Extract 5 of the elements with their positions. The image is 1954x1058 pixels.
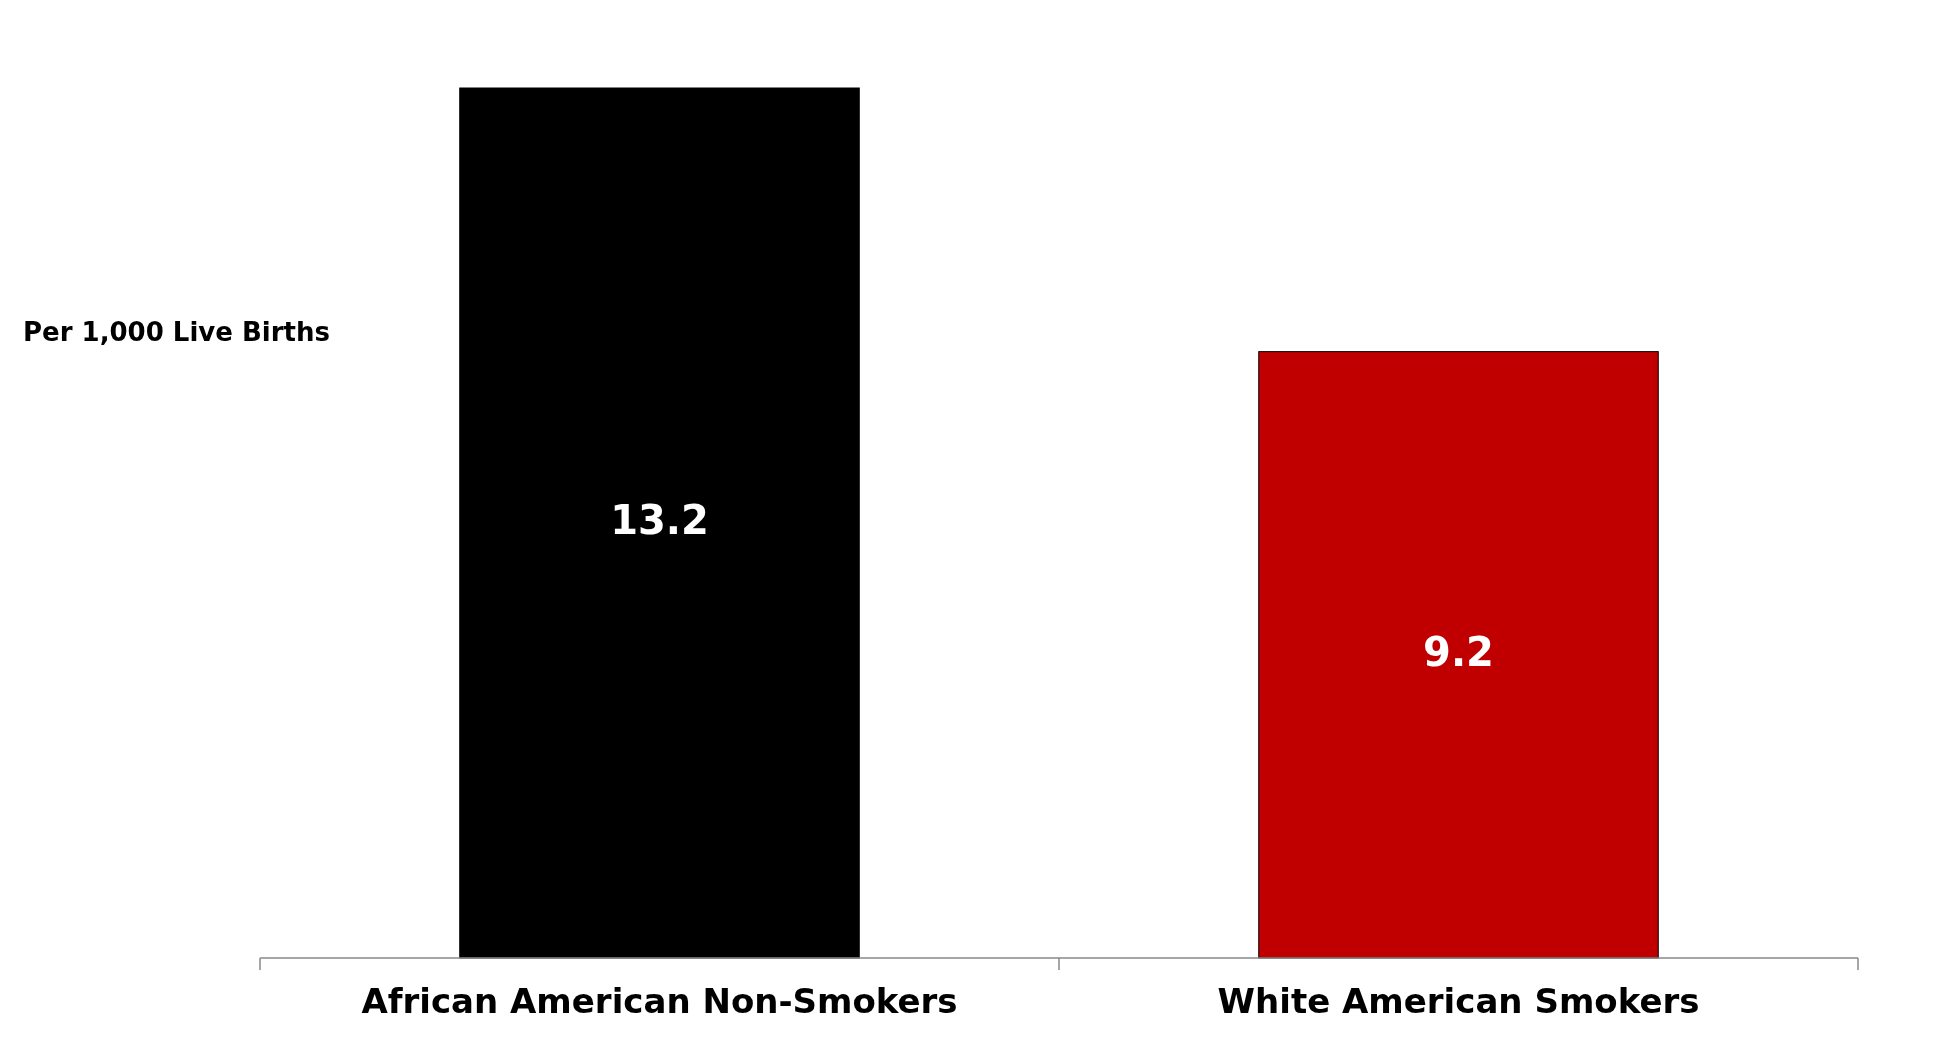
- x-tick-label: African American Non-Smokers: [361, 981, 958, 1021]
- x-tick-label: White American Smokers: [1217, 981, 1700, 1021]
- y-axis-title: Per 1,000 Live Births: [23, 317, 330, 347]
- data-label: 9.2: [1423, 628, 1494, 675]
- data-label: 13.2: [610, 497, 709, 543]
